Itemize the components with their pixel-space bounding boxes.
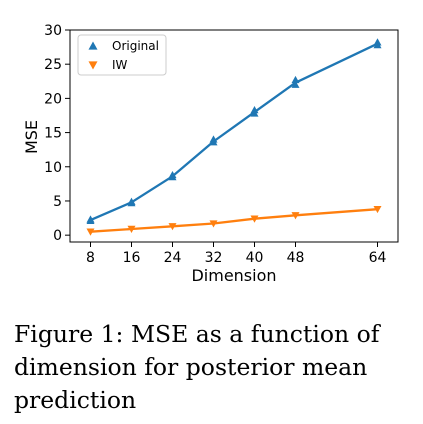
data-point-iw xyxy=(373,205,382,214)
x-tick-label: 64 xyxy=(369,250,387,266)
data-point-iw xyxy=(209,220,218,228)
legend-marker-iw xyxy=(88,61,98,70)
y-axis-label: MSE xyxy=(22,120,41,154)
x-tick-label: 16 xyxy=(123,250,141,266)
y-tick-label: 20 xyxy=(44,91,62,107)
legend-label-original: Original xyxy=(112,39,159,53)
y-axis: 0 5 10 15 20 25 30 xyxy=(44,23,70,244)
data-point-original xyxy=(250,106,259,114)
x-tick-label: 40 xyxy=(246,250,264,266)
x-tick-label: 24 xyxy=(164,250,182,266)
x-tick-label: 48 xyxy=(287,250,305,266)
x-tick-label: 32 xyxy=(205,250,223,266)
y-tick-label: 15 xyxy=(44,126,62,142)
legend-box xyxy=(77,34,167,76)
data-point-original xyxy=(127,197,136,205)
data-point-iw xyxy=(250,215,259,223)
data-point-iw xyxy=(127,225,136,234)
x-axis-label: Dimension xyxy=(191,266,276,285)
mse-line-chart: 8 16 24 32 40 48 64 0 5 10 15 20 25 30 Dimension MSE… xyxy=(22,23,399,285)
x-tick-label: 8 xyxy=(86,250,95,266)
data-point-original xyxy=(168,170,177,179)
legend: Original IW xyxy=(77,34,167,76)
data-point-iw xyxy=(291,212,300,220)
legend-marker-original xyxy=(88,41,98,50)
data-point-original xyxy=(209,135,218,143)
data-point-iw xyxy=(86,228,95,236)
data-point-original xyxy=(86,215,95,223)
y-tick-label: 30 xyxy=(44,23,62,39)
y-tick-label: 0 xyxy=(53,228,62,244)
series-layer xyxy=(86,38,382,236)
data-point-original xyxy=(291,75,300,84)
data-point-original xyxy=(291,80,300,88)
data-point-original xyxy=(373,38,382,46)
x-axis: 8 16 24 32 40 48 64 xyxy=(86,242,386,266)
y-tick-label: 10 xyxy=(44,160,62,176)
data-point-iw xyxy=(168,223,177,231)
y-tick-label: 25 xyxy=(44,57,62,73)
figure-caption: Figure 1: MSE as a function of dimension… xyxy=(14,320,380,414)
y-tick-label: 5 xyxy=(53,194,62,210)
legend-label-iw: IW xyxy=(112,58,128,72)
